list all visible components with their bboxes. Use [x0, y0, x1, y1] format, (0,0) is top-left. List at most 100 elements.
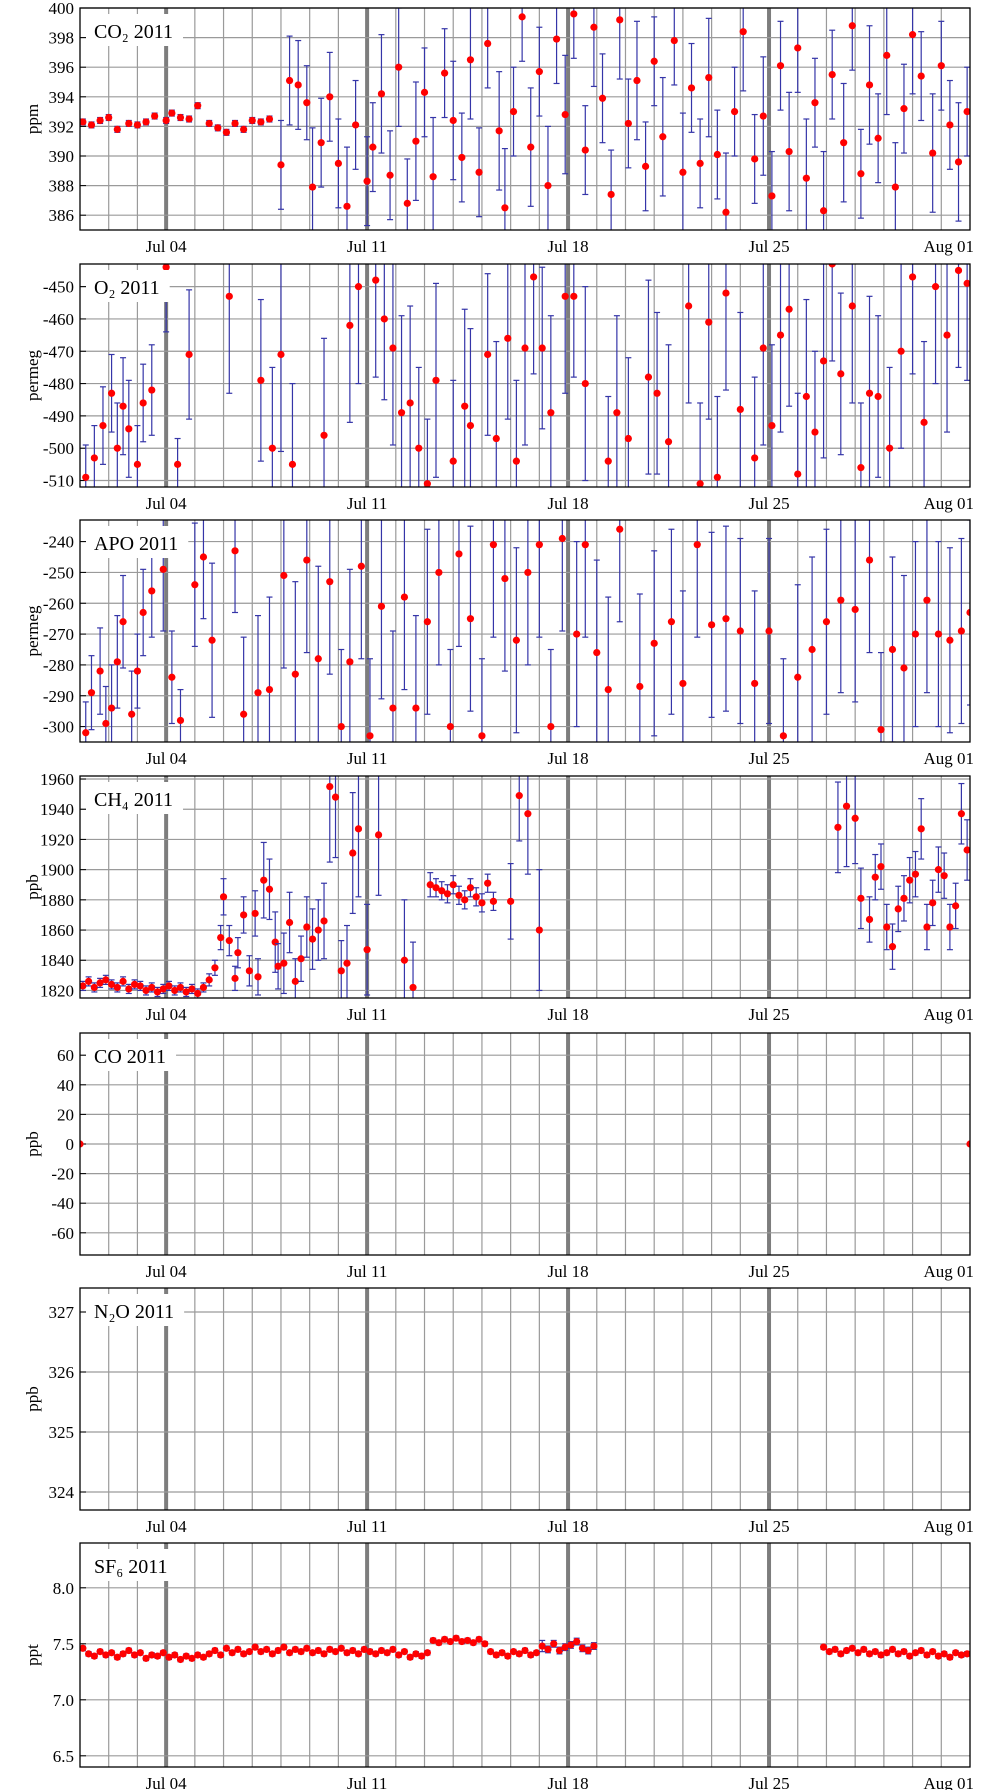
data-point	[831, 1645, 839, 1653]
data-point	[722, 208, 730, 216]
data-point	[481, 1640, 489, 1648]
data-point	[303, 1644, 311, 1652]
data-point	[80, 982, 87, 990]
data-point	[208, 636, 216, 644]
data-point	[535, 541, 543, 549]
data-point	[107, 389, 116, 397]
data-point	[248, 116, 256, 125]
data-point	[317, 139, 325, 147]
y-tick-label: 394	[49, 88, 75, 107]
data-point	[268, 1650, 276, 1658]
data-point	[584, 1646, 592, 1655]
data-point	[113, 983, 121, 992]
data-point	[139, 608, 147, 617]
data-point	[352, 121, 360, 129]
data-point	[883, 51, 891, 59]
y-tick-label: -280	[43, 656, 74, 675]
data-point	[102, 976, 110, 984]
x-tick-label: Jul 04	[146, 1005, 188, 1024]
data-point	[386, 171, 394, 179]
y-tick-label: 0	[66, 1135, 75, 1154]
data-point	[455, 891, 463, 899]
data-point	[398, 1524, 405, 1531]
data-point	[544, 1645, 552, 1653]
data-point	[113, 658, 121, 666]
x-tick-label: Jul 18	[548, 1774, 589, 1790]
data-point	[168, 673, 176, 681]
data-point	[377, 1646, 386, 1655]
data-point	[285, 76, 294, 85]
data-point	[82, 473, 90, 481]
data-point	[877, 863, 885, 871]
x-tick-label: Jul 11	[347, 1262, 387, 1281]
data-point	[119, 1650, 127, 1658]
data-point	[257, 118, 265, 126]
data-point	[624, 434, 632, 443]
data-point	[349, 849, 357, 857]
y-tick-label: 398	[49, 29, 75, 48]
data-point	[225, 292, 233, 300]
x-tick-label: Jul 04	[146, 1774, 188, 1790]
data-point	[326, 93, 334, 101]
data-point	[85, 977, 93, 985]
data-point	[598, 94, 607, 102]
data-point	[452, 1634, 460, 1642]
data-point	[472, 893, 480, 901]
title-box	[86, 270, 170, 302]
data-point	[768, 421, 776, 430]
data-point	[911, 870, 920, 878]
data-point	[929, 899, 937, 907]
data-point	[466, 884, 475, 892]
data-point	[162, 116, 170, 125]
data-point	[538, 1642, 546, 1650]
data-point	[151, 112, 159, 120]
plot-area-n2o	[80, 1288, 970, 1510]
data-point	[624, 119, 632, 128]
data-point	[458, 1637, 466, 1646]
data-point	[515, 1650, 523, 1658]
data-point	[194, 102, 202, 110]
data-point	[521, 344, 529, 352]
data-point	[840, 139, 848, 147]
data-point	[544, 182, 552, 190]
data-point	[426, 881, 434, 889]
data-point	[486, 1648, 495, 1656]
y-tick-label: -260	[43, 594, 74, 613]
data-point	[512, 457, 520, 465]
y-tick-label: 1960	[40, 770, 74, 789]
data-point	[547, 722, 555, 731]
data-point	[644, 373, 653, 381]
data-point	[251, 909, 259, 918]
data-point	[532, 1649, 541, 1657]
data-point	[435, 568, 443, 577]
data-point	[558, 534, 566, 543]
data-point	[685, 302, 693, 310]
data-point	[285, 918, 294, 927]
data-point	[929, 149, 937, 157]
data-point	[199, 983, 208, 992]
frame-co2	[79, 7, 971, 231]
data-point	[535, 926, 543, 934]
data-point	[679, 679, 687, 688]
data-point	[159, 1649, 167, 1657]
y-axis-label-o2: permeg	[23, 350, 42, 401]
data-point	[802, 174, 810, 182]
data-point	[501, 204, 509, 212]
data-point	[509, 1648, 518, 1656]
data-point	[952, 1649, 960, 1657]
data-n2o	[398, 1521, 405, 1535]
data-point	[860, 1645, 868, 1653]
data-point	[165, 982, 173, 990]
data-point	[900, 664, 908, 672]
data-point	[326, 782, 334, 791]
data-point	[423, 618, 431, 626]
data-point	[128, 710, 136, 718]
chart-title-co2: CO₂ 2011	[94, 21, 173, 43]
data-point	[171, 1651, 179, 1659]
data-point	[923, 1651, 931, 1659]
data-point	[489, 541, 498, 549]
x-tick-label: Jul 25	[748, 1005, 789, 1024]
data-point	[80, 1140, 84, 1148]
data-point	[687, 84, 696, 92]
x-tick-label: Jul 04	[146, 494, 188, 513]
